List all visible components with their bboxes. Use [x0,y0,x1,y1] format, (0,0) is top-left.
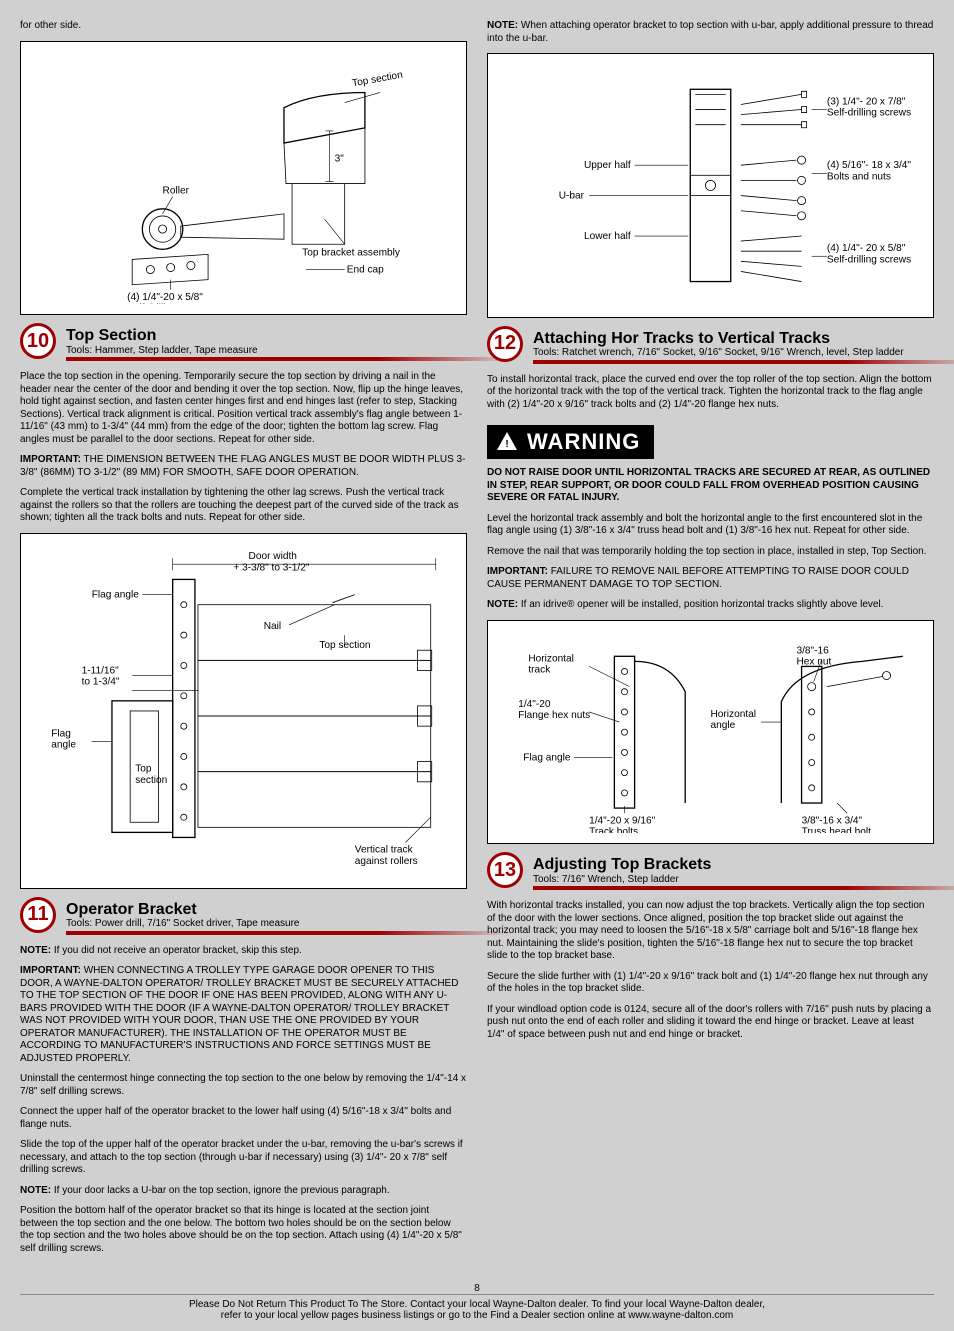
label-lower: Lower half [584,231,631,242]
dim-3in: 3" [335,153,345,164]
step12-p1: To install horizontal track, place the c… [487,374,934,412]
label-flange: 1/4"-20Flange hex nuts [518,699,590,721]
step11-p2-text: WHEN CONNECTING A TROLLEY TYPE GARAGE DO… [20,965,458,1064]
figure-10a: 3" Top section Roller (4) 1/4"-20 x 5/8"… [20,41,467,316]
step12-header: 12 Attaching Hor Tracks to Vertical Trac… [487,326,934,362]
right-column: NOTE: When attaching operator bracket to… [487,20,934,1263]
label-tbolts: 1/4"-20 x 9/16"Track bolts [589,815,656,833]
right-note-top-text: When attaching operator bracket to top s… [487,20,933,44]
left-column: for other side. 3" Top section [20,20,467,1263]
note-label: NOTE: [487,20,518,31]
step11-badge: 11 [20,897,56,933]
step13-title: Adjusting Top Brackets [533,856,711,874]
label-vtrack: Vertical trackagainst rollers [355,845,418,867]
important-label: IMPORTANT: [487,566,548,577]
footer-line1: Please Do Not Return This Product To The… [20,1299,934,1310]
step10-p2: IMPORTANT: THE DIMENSION BETWEEN THE FLA… [20,454,467,479]
warning-label: WARNING [527,429,640,455]
label-htrack: Horizontaltrack [528,653,574,675]
step11-title: Operator Bracket [66,901,299,919]
important-label: IMPORTANT: [20,454,81,465]
warning-p5-text: If an idrive® opener will be installed, … [518,599,883,610]
figure-10b: Door width+ 3-3/8" to 3-1/2" Flag angle … [20,533,467,889]
warning-box: ! WARNING [487,425,654,459]
step11-tools: Tools: Power drill, 7/16" Socket driver,… [66,918,299,929]
step10-badge: 10 [20,323,56,359]
step10-p1: Place the top section in the opening. Te… [20,371,467,446]
step11-p1: NOTE: If you did not receive an operator… [20,945,467,958]
step10-title: Top Section [66,327,258,345]
warning-icon: ! [495,430,519,454]
page-columns: for other side. 3" Top section [20,20,934,1263]
step10-header: 10 Top Section Tools: Hammer, Step ladde… [20,323,467,359]
label-flag2: Flagangle [51,728,76,750]
step13-header: 13 Adjusting Top Brackets Tools: 7/16" W… [487,852,934,888]
step12-badge: 12 [487,326,523,362]
note-label: NOTE: [20,945,51,956]
right-note-top: NOTE: When attaching operator bracket to… [487,20,934,45]
label-ubar: U-bar [559,191,585,202]
step11-p6-text: If your door lacks a U-bar on the top se… [51,1185,390,1196]
label-flag: Flag angle [523,752,571,763]
label-endcap: End cap [347,264,384,275]
step13-p2: Secure the slide further with (1) 1/4"-2… [487,971,934,996]
warning-p3: Remove the nail that was temporarily hol… [487,546,934,559]
step11-p5: Slide the top of the upper half of the o… [20,1139,467,1177]
label-door-width: Door width+ 3-3/8" to 3-1/2" [233,551,309,573]
label-roller: Roller [163,185,190,196]
page-footer: 8 Please Do Not Return This Product To T… [20,1283,934,1321]
step11-p3: Uninstall the centermost hinge connectin… [20,1073,467,1098]
label-upper: Upper half [584,160,631,171]
warning-p5: NOTE: If an idrive® opener will be insta… [487,599,934,612]
label-hangle: Horizontalangle [711,709,757,731]
label-top-section: Top section [351,69,403,89]
important-label: IMPORTANT: [20,965,81,976]
label-screws: (4) 1/4"-20 x 5/8"Self drilling screws [127,291,211,304]
step11-p4: Connect the upper half of the operator b… [20,1106,467,1131]
step11-header: 11 Operator Bracket Tools: Power drill, … [20,897,467,933]
warning-p1: DO NOT RAISE DOOR UNTIL HORIZONTAL TRACK… [487,467,934,505]
step12-tools: Tools: Ratchet wrench, 7/16" Socket, 9/1… [533,347,904,358]
label-ts2: Topsection [135,764,167,786]
step13-p3: If your windload option code is 0124, se… [487,1004,934,1042]
step13-tools: Tools: 7/16" Wrench, Step ladder [533,874,711,885]
figure-12: (3) 1/4"- 20 x 7/8"Self-drilling screws … [487,53,934,318]
figure-13: Horizontaltrack 1/4"-20Flange hex nuts F… [487,620,934,844]
label-hexnut: 3/8"-16Hex nut [797,645,832,667]
footer-line2: refer to your local yellow pages busines… [20,1310,934,1321]
label-top-section2: Top section [319,640,370,651]
step11-p2: IMPORTANT: WHEN CONNECTING A TROLLEY TYP… [20,965,467,1065]
step11-p6: NOTE: If your door lacks a U-bar on the … [20,1185,467,1198]
step12-title: Attaching Hor Tracks to Vertical Tracks [533,330,904,348]
warning-p4: IMPORTANT: FAILURE TO REMOVE NAIL BEFORE… [487,566,934,591]
step10-tools: Tools: Hammer, Step ladder, Tape measure [66,345,258,356]
warning-p2: Level the horizontal track assembly and … [487,513,934,538]
warning-p4-text: FAILURE TO REMOVE NAIL BEFORE ATTEMPTING… [487,566,909,590]
step10-p2-text: THE DIMENSION BETWEEN THE FLAG ANGLES MU… [20,454,465,478]
step13-badge: 13 [487,852,523,888]
label-truss: 3/8"-16 x 3/4"Truss head bolt [802,815,871,833]
step11-p7: Position the bottom half of the operator… [20,1205,467,1255]
step10-p3: Complete the vertical track installation… [20,487,467,525]
step11-p1-text: If you did not receive an operator brack… [51,945,302,956]
intro-text: for other side. [20,20,467,33]
label-dim2: 1-11/16"to 1-3/4" [82,665,120,687]
label-bolts: (4) 5/16"- 18 x 3/4"Bolts and nuts [827,160,912,182]
label-screws1: (3) 1/4"- 20 x 7/8"Self-drilling screws [827,96,911,118]
step13-p1: With horizontal tracks installed, you ca… [487,900,934,963]
label-flag-angle: Flag angle [92,590,140,601]
label-tba: Top bracket assembly [302,247,401,258]
label-screws2: (4) 1/4"- 20 x 5/8"Self-drilling screws [827,243,911,265]
note-label: NOTE: [20,1185,51,1196]
svg-text:!: ! [505,439,508,450]
label-nail: Nail [264,621,281,632]
page-number: 8 [20,1283,934,1294]
note-label: NOTE: [487,599,518,610]
